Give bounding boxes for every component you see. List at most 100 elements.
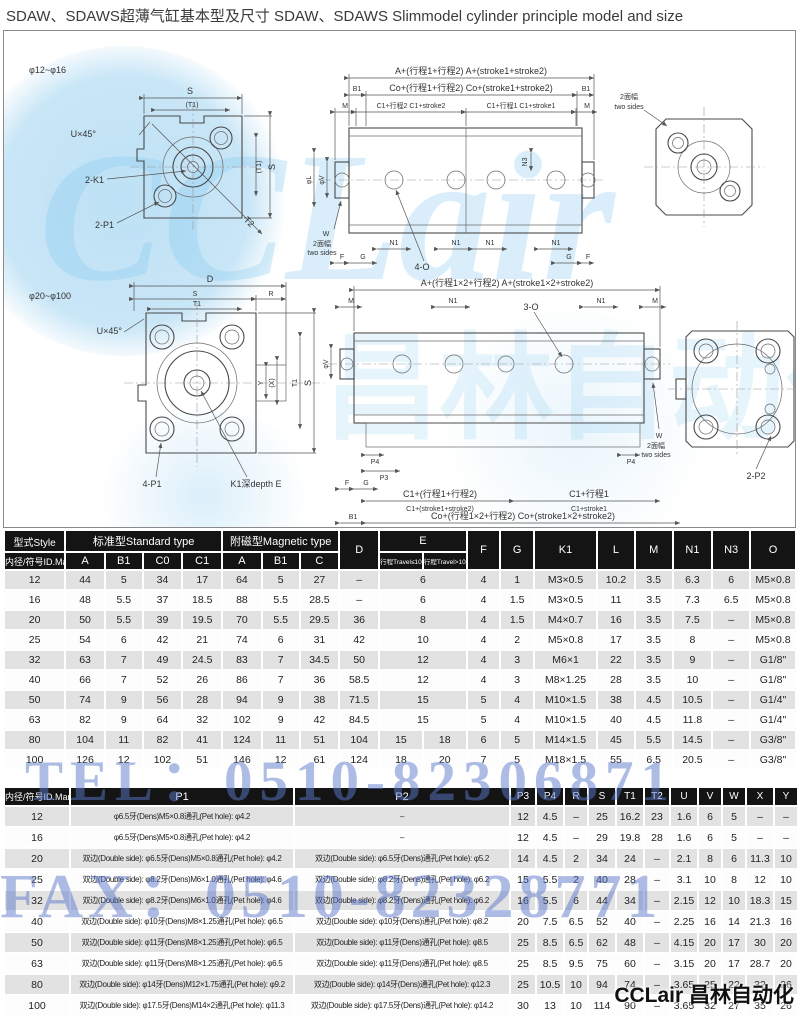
cell: 20 (775, 954, 797, 973)
cell: 10 (775, 849, 797, 868)
cell: 10.5 (673, 691, 712, 709)
svg-text:U×45°: U×45° (71, 129, 97, 139)
cell: 9 (262, 691, 299, 709)
cell: G1/8" (750, 651, 795, 669)
cell: – (775, 807, 797, 826)
cell: – (645, 975, 669, 994)
col-t1: T1 (617, 788, 643, 805)
svg-text:S: S (193, 291, 198, 298)
cell: 70 (223, 611, 261, 629)
cell: 12 (747, 870, 773, 889)
cell: 17 (723, 933, 745, 952)
cell: 50 (66, 611, 104, 629)
p1-cell: 双边(Double side): φ10牙(Dens)M8×1.25通孔(Pet… (71, 912, 293, 931)
cell: 5.5 (105, 611, 142, 629)
col-s: S (589, 788, 615, 805)
cell: 41 (183, 731, 222, 749)
cell: 3 (501, 651, 533, 669)
cell: 24 (617, 849, 643, 868)
cell: 20 (423, 751, 466, 769)
svg-text:F: F (586, 254, 590, 261)
col-p2: P2 (295, 788, 509, 805)
cell: 82 (66, 711, 104, 729)
table1-header-row2: 内径/符号ID.Mark A B1 C0 C1 A B1 C 行程Travel≤… (5, 553, 795, 569)
id-cell: 63 (5, 954, 69, 973)
svg-text:C1+行程1: C1+行程1 (569, 488, 609, 499)
svg-text:N1: N1 (449, 298, 458, 305)
cell: 52 (589, 912, 615, 931)
col-o: O (750, 531, 795, 569)
cell: 25 (699, 975, 721, 994)
cell: G3/8" (750, 751, 795, 769)
cell: 11.8 (673, 711, 712, 729)
cell: M14×1.5 (534, 731, 597, 749)
cell: 74 (617, 975, 643, 994)
brand-footer: CCLair 昌林自动化 (614, 984, 794, 1007)
side-view-12-16: A+(行程1+行程2) A+(stroke1+stroke2) B1 Co+(行… (306, 65, 606, 272)
cell: 32 (699, 996, 721, 1015)
table2-row: 32 双边(Double side): φ8.2牙(Dens)M6×1.0通孔(P… (5, 891, 797, 910)
svg-text:S: S (187, 86, 193, 96)
cell: 34.5 (300, 651, 339, 669)
cell: 16 (511, 891, 535, 910)
cell: 12 (511, 828, 535, 847)
cell: 64 (223, 571, 261, 589)
svg-text:M: M (348, 298, 354, 305)
end-view-12-16: 2面幅 two sides (614, 92, 764, 227)
cell: 19.8 (617, 828, 643, 847)
cell: 60 (617, 954, 643, 973)
svg-text:C1+行程1 C1+stroke1: C1+行程1 C1+stroke1 (487, 101, 556, 110)
col-standard-type: 标准型Standard type (66, 531, 222, 551)
cell: – (645, 891, 669, 910)
id-cell: 40 (5, 912, 69, 931)
cell: 18.5 (183, 591, 222, 609)
col-c0: C0 (143, 553, 182, 569)
cell: 23 (645, 807, 669, 826)
cell: 28 (645, 828, 669, 847)
cell: 6.5 (635, 751, 672, 769)
cell: 16 (598, 611, 634, 629)
cell: G1/8" (750, 671, 795, 689)
table1-header-row1: 型式Style 标准型Standard type 附磁型Magnetic typ… (5, 531, 795, 569)
svg-text:T1: T1 (292, 379, 299, 387)
col-n1: N1 (673, 531, 712, 569)
p2-cell: 双边(Double side): φ8.2牙(Dens)通孔(Pet hole)… (295, 870, 509, 889)
cell: 10 (673, 671, 712, 689)
p1-cell: 双边(Double side): φ14牙(Dens)M12×1.75通孔(Pe… (71, 975, 293, 994)
cell: 27 (300, 571, 339, 589)
cell: 90 (617, 996, 643, 1015)
cell: G1/4" (750, 691, 795, 709)
cell: G3/8" (750, 731, 795, 749)
svg-text:4-P1: 4-P1 (142, 479, 161, 489)
cell: 36 (300, 671, 339, 689)
p1-cell: 双边(Double side): φ11牙(Dens)M8×1.25通孔(Pet… (71, 954, 293, 973)
id-cell: 12 (5, 571, 65, 589)
cell: 44 (66, 571, 104, 589)
cell: 7.3 (673, 591, 712, 609)
cell: 4 (501, 691, 533, 709)
cell: 30 (747, 933, 773, 952)
svg-text:Co+(行程1×2+行程2) Co+(stroke1×2+s: Co+(行程1×2+行程2) Co+(stroke1×2+stroke2) (431, 510, 615, 521)
svg-text:2-P1: 2-P1 (95, 220, 114, 230)
svg-text:2面幅: 2面幅 (647, 441, 665, 450)
cell: 58.5 (340, 671, 379, 689)
cell: 124 (340, 751, 379, 769)
cell: 3.65 (671, 996, 697, 1015)
cell: 14 (511, 849, 535, 868)
cell: 74 (66, 691, 104, 709)
cell: 1 (501, 571, 533, 589)
cell: 11 (262, 731, 299, 749)
cell: – (340, 591, 379, 609)
cell: 3 (501, 671, 533, 689)
cell: 28.7 (747, 954, 773, 973)
cell: 36 (340, 611, 379, 629)
cell: 1.5 (501, 611, 533, 629)
cell: 17 (183, 571, 222, 589)
cell: 5 (467, 711, 500, 729)
cell: 20 (511, 912, 535, 931)
table2-row: 40 双边(Double side): φ10牙(Dens)M8×1.25通孔(P… (5, 912, 797, 931)
cell: 8.5 (537, 954, 563, 973)
cell: 94 (223, 691, 261, 709)
cell: 5.5 (262, 611, 299, 629)
col-x: X (747, 788, 773, 805)
